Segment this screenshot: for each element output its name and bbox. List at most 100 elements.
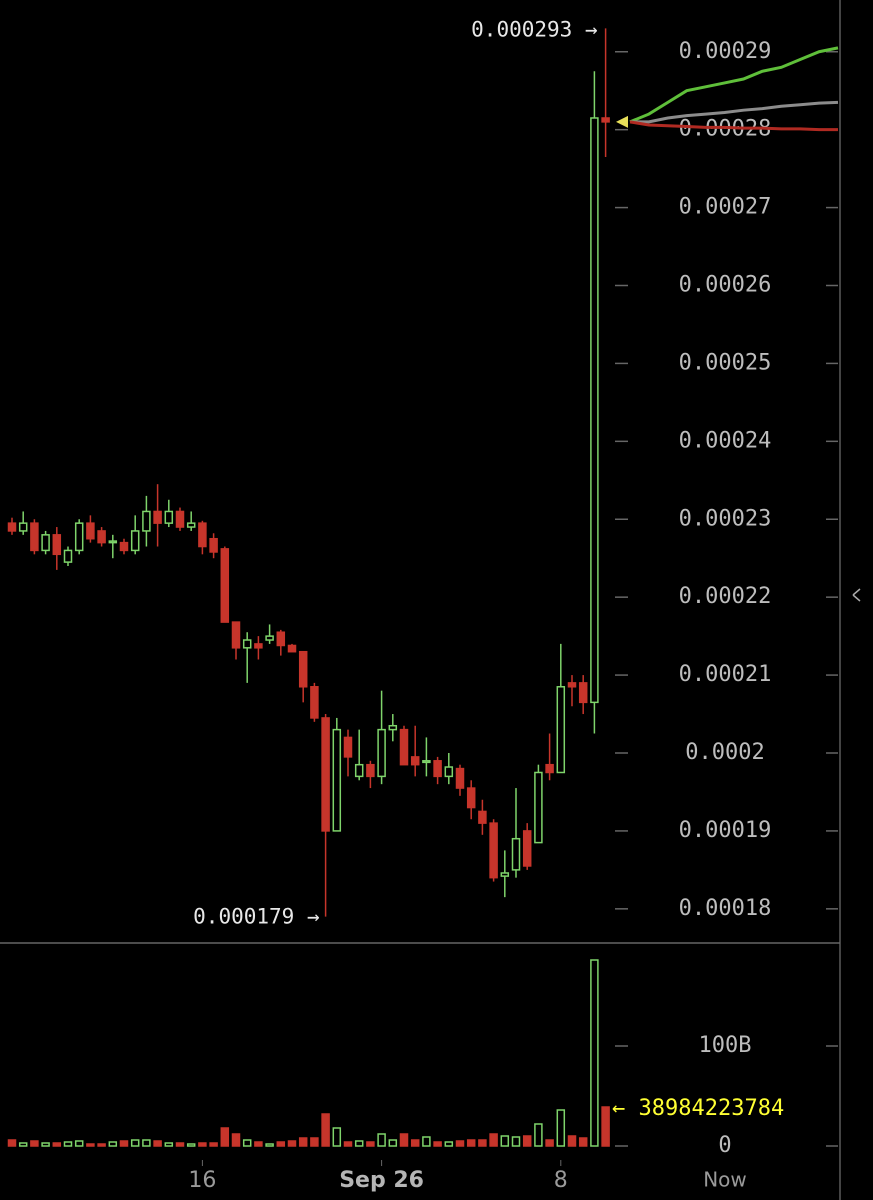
volume-bar — [119, 1140, 129, 1147]
volume-bar — [30, 1140, 39, 1147]
depth-line — [629, 120, 838, 132]
volume-bar — [242, 1139, 252, 1147]
annotation: 0.000293 → — [471, 17, 597, 41]
volume-bar — [321, 1113, 330, 1147]
volume-bar — [41, 1142, 50, 1147]
candle-body — [578, 682, 588, 704]
candle-body — [18, 522, 28, 532]
candle-body — [108, 540, 118, 544]
y-tick-label: 0.00023 — [679, 506, 772, 531]
candle-body — [388, 724, 398, 731]
candle-body — [410, 756, 420, 766]
candle-body — [242, 639, 252, 649]
candle-body — [209, 537, 218, 553]
candle-body — [500, 872, 510, 877]
volume-bar — [63, 1141, 73, 1147]
volume-bar — [287, 1140, 297, 1147]
volume-bar — [534, 1123, 543, 1147]
candle-body — [444, 766, 454, 778]
candle-body — [567, 682, 577, 688]
candle-body — [142, 510, 151, 532]
candle-body — [175, 510, 185, 528]
volume-bar — [489, 1133, 498, 1147]
candle-body — [590, 117, 599, 704]
y-tick-label: 0.00022 — [679, 584, 772, 609]
volume-bar — [455, 1140, 465, 1147]
candle-body — [298, 650, 308, 688]
candle-body — [276, 631, 286, 647]
volume-bar — [97, 1143, 106, 1147]
volume-bar — [422, 1136, 431, 1147]
candle-body — [601, 117, 610, 123]
volume-bar — [175, 1142, 185, 1147]
volume-bar — [298, 1137, 308, 1147]
y-tick-label: 0.00026 — [679, 273, 772, 298]
volume-bar — [130, 1139, 140, 1147]
volume-bar — [74, 1140, 84, 1147]
volume-bar — [153, 1140, 162, 1147]
volume-bar — [556, 1109, 566, 1147]
volume-bar — [388, 1139, 398, 1147]
volume-bar — [108, 1141, 118, 1147]
candle-body — [545, 763, 554, 774]
y-tick-label: 0.00029 — [679, 39, 772, 64]
candle-body — [489, 822, 498, 879]
x-tick-label: Now — [703, 1168, 747, 1192]
candle-body — [522, 830, 532, 867]
collapse-chevron[interactable] — [852, 588, 861, 602]
candle-body — [198, 522, 207, 548]
candle-body — [287, 644, 297, 653]
candle-body — [455, 767, 465, 789]
x-tick-label: 16 — [188, 1168, 216, 1193]
volume-bar — [410, 1139, 420, 1147]
volume-bar — [500, 1135, 510, 1147]
volume-bar — [164, 1142, 174, 1147]
candle-body — [343, 736, 353, 758]
annotation: 0.000179 → — [193, 905, 319, 929]
volume-bar — [578, 1137, 588, 1147]
last-price-marker — [616, 115, 628, 128]
candle-body — [433, 760, 442, 778]
candle-body — [310, 686, 319, 719]
y-tick-label: 0.00021 — [679, 662, 772, 687]
y-tick-label: 0.0002 — [685, 740, 764, 765]
volume-bar — [52, 1142, 62, 1147]
candle-body — [366, 763, 375, 778]
volume-bar — [511, 1136, 521, 1147]
candle-body — [265, 635, 274, 641]
candle-body — [86, 522, 95, 540]
volume-bar — [7, 1139, 17, 1147]
candle-body — [130, 530, 140, 552]
candle-body — [354, 763, 364, 778]
candle-body — [164, 510, 174, 524]
volume-bar — [478, 1139, 487, 1147]
candle-body — [511, 837, 521, 871]
volume-bar — [220, 1127, 230, 1147]
volume-bar — [198, 1142, 207, 1147]
volume-bar — [466, 1139, 476, 1147]
candle-body — [377, 728, 386, 778]
candle-body — [63, 549, 73, 563]
candle-body — [186, 522, 196, 528]
volume-bar — [366, 1141, 375, 1147]
candle-body — [41, 534, 50, 552]
volume-bar — [276, 1141, 286, 1147]
y-tick-label: 0.00025 — [679, 350, 772, 375]
candle-body — [231, 621, 241, 649]
candle-body — [97, 530, 106, 544]
volume-bar — [86, 1143, 95, 1147]
volume-bar — [433, 1141, 442, 1147]
volume-bar — [343, 1141, 353, 1147]
candle-body — [220, 548, 230, 623]
volume-bar — [590, 959, 599, 1147]
volume-bar — [142, 1139, 151, 1147]
volume-bar — [254, 1141, 263, 1147]
volume-bar — [567, 1135, 577, 1147]
x-tick-label: Sep 26 — [339, 1168, 424, 1193]
depth-line — [629, 46, 839, 124]
y-tick-label: 0.00019 — [679, 818, 772, 843]
depth-line — [630, 100, 839, 124]
volume-bar — [332, 1127, 342, 1147]
volume-bar — [265, 1143, 274, 1147]
